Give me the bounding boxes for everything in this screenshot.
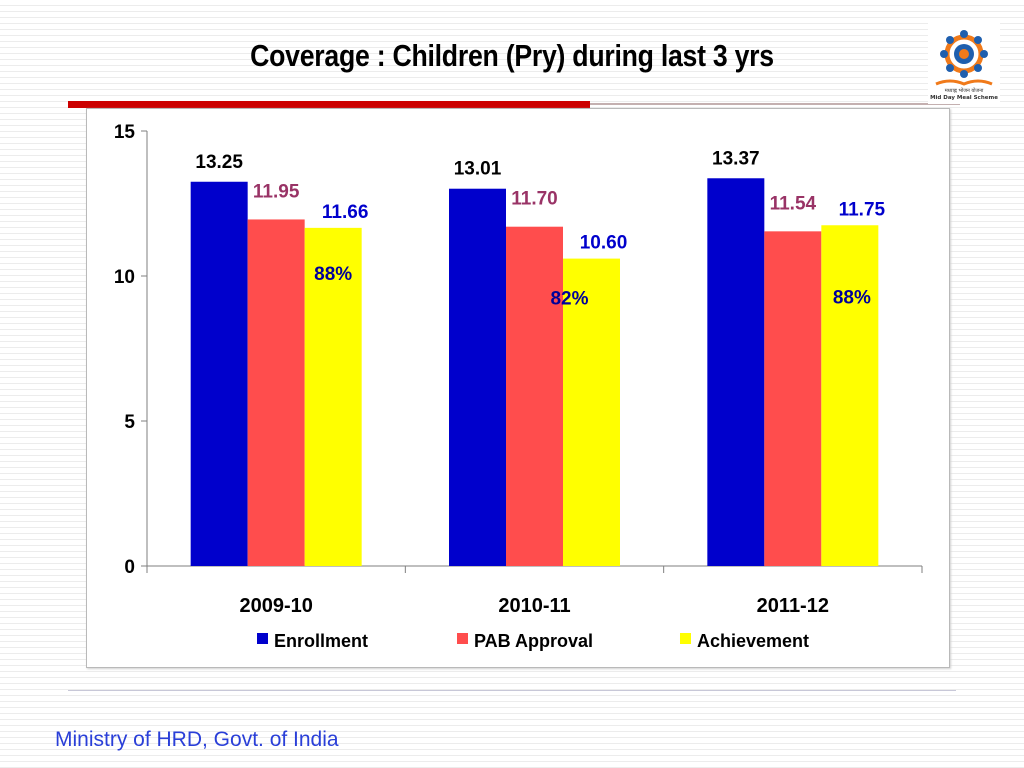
bar-enrollment — [190, 181, 248, 566]
footer-rule — [68, 690, 956, 691]
bar-achievement — [821, 225, 879, 566]
title-rule-red — [68, 101, 590, 108]
bar-pab-approval — [764, 231, 822, 566]
x-category-label: 2011-12 — [757, 595, 829, 617]
data-label: 11.75 — [839, 199, 886, 220]
logo-book-icon — [935, 79, 993, 86]
legend-swatch-achievement — [680, 633, 691, 644]
legend-swatch-pab-approval — [457, 633, 468, 644]
percent-annotation: 88% — [833, 287, 871, 308]
data-label: 11.95 — [253, 181, 300, 202]
bar-achievement — [304, 227, 362, 567]
y-tick-label: 10 — [114, 267, 135, 288]
chart-frame: 0 5 10 15 13.25 11.95 11.66 88% 2009-10 13.01 11.7… — [86, 108, 950, 668]
percent-annotation: 82% — [550, 289, 588, 310]
bar-chart: 0 5 10 15 13.25 11.95 11.66 88% 2009-10 13.01 11.7… — [114, 122, 923, 651]
x-category-label: 2010-11 — [498, 595, 570, 617]
legend-label-achievement: Achievement — [697, 631, 809, 651]
slide-title: Coverage : Children (Pry) during last 3 … — [250, 38, 774, 73]
data-label: 10.60 — [580, 233, 628, 254]
data-label: 13.25 — [195, 152, 243, 173]
logo-text-english: Mid Day Meal Scheme — [930, 95, 998, 101]
bar-achievement — [563, 258, 620, 566]
title-rule-gray — [590, 103, 960, 105]
bar-pab-approval — [247, 219, 305, 566]
data-label: 11.66 — [322, 202, 369, 223]
legend-label-enrollment: Enrollment — [274, 631, 368, 651]
legend-swatch-enrollment — [257, 633, 268, 644]
data-label: 11.54 — [770, 193, 817, 214]
legend-label-pab-approval: PAB Approval — [474, 631, 593, 651]
y-tick-label: 15 — [114, 122, 136, 143]
percent-annotation: 88% — [314, 264, 352, 285]
logo-text-hindi: मध्याह्न भोजन योजना — [945, 87, 984, 94]
bar-enrollment — [707, 178, 765, 566]
bar-enrollment — [449, 188, 506, 566]
footer-text: Ministry of HRD, Govt. of India — [55, 728, 339, 751]
y-tick-label: 5 — [124, 412, 135, 433]
data-label: 11.70 — [511, 189, 558, 210]
data-label: 13.37 — [712, 148, 760, 169]
x-category-label: 2009-10 — [239, 595, 312, 617]
y-tick-label: 0 — [124, 557, 135, 578]
data-label: 13.01 — [454, 159, 502, 180]
bar-pab-approval — [506, 226, 563, 566]
mid-day-meal-logo: मध्याह्न भोजन योजना Mid Day Meal Scheme — [928, 18, 1000, 104]
logo-children-ring-icon — [940, 30, 988, 78]
